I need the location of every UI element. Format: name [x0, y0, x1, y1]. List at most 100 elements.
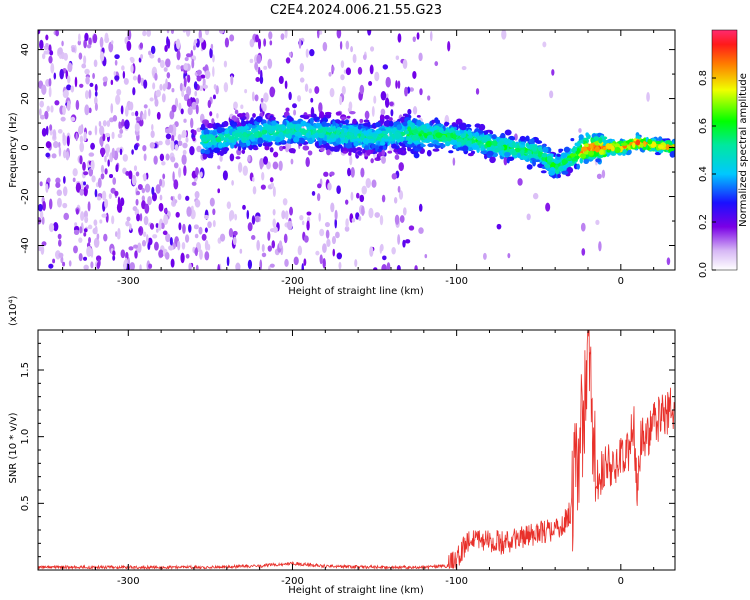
spectrogram-cell	[381, 264, 387, 270]
spectrogram-cell	[319, 228, 325, 237]
spectrogram-cell	[123, 259, 127, 270]
spectrogram-cell	[193, 129, 197, 136]
spectrogram-cell	[136, 242, 142, 253]
spectrogram-cell	[243, 125, 250, 130]
spectrogram-cell	[465, 140, 472, 147]
spectrogram-cell	[404, 86, 408, 97]
spectrogram-cell	[350, 46, 354, 53]
spectrogram-cell	[354, 131, 358, 137]
spectrogram-cell	[414, 265, 418, 270]
spectrogram-cell	[287, 132, 292, 140]
spectrogram-cell	[110, 103, 114, 114]
spectrogram-cell	[360, 167, 365, 178]
spectrogram-cell	[625, 145, 632, 149]
spectrogram-cell	[73, 229, 80, 236]
snr-axes: -300 -200 -100 0 0.5 1.0 1.5	[20, 330, 675, 587]
spectrogram-cell	[398, 190, 404, 200]
spectrogram-cell	[477, 130, 484, 134]
spectrogram-cell	[268, 31, 273, 40]
spectrogram-cell	[407, 146, 412, 152]
spectrogram-cell	[166, 36, 169, 47]
spectrogram-cell	[548, 170, 556, 176]
spectrogram-cell	[601, 169, 606, 179]
spectrogram-cell	[41, 53, 46, 60]
spectrogram-cell	[56, 189, 63, 197]
spectrogram-cell	[236, 113, 244, 118]
spectrogram-cell	[579, 157, 584, 164]
spectrogram-cell	[77, 40, 82, 46]
spectrogram-cell	[427, 143, 435, 148]
spectrogram-cell	[175, 38, 181, 50]
spectrogram-cell	[134, 122, 140, 132]
spectrogram-cell	[397, 80, 401, 89]
spectrogram-cell	[112, 115, 118, 122]
spectrogram-cell	[305, 48, 309, 58]
spectrogram-cell	[38, 108, 42, 116]
spectrogram-cell	[336, 252, 343, 260]
spectrogram-cell	[390, 109, 394, 117]
spectrogram-cell	[459, 123, 467, 131]
spectrogram-cell	[117, 233, 121, 240]
spectrogram-cell	[112, 250, 116, 257]
spectrogram-cell	[110, 79, 114, 85]
spectrogram-cell	[124, 119, 130, 130]
spectrogram-cell	[192, 137, 196, 142]
spectrogram-cell	[614, 146, 621, 154]
spectrogram-cell	[461, 145, 469, 152]
spectrogram-ytick-label: 0	[20, 144, 31, 150]
spectrogram-cell	[263, 38, 267, 47]
spectrogram-cell	[249, 58, 254, 64]
spectrogram-cell	[111, 131, 115, 140]
spectrogram-cell	[207, 244, 211, 251]
spectrogram-cell	[356, 192, 360, 199]
spectrogram-cell	[112, 177, 117, 185]
spectrogram-cell	[257, 66, 261, 75]
spectrogram-cell	[530, 138, 535, 143]
spectrogram-cell	[123, 77, 129, 85]
spectrogram-cell	[84, 216, 89, 224]
spectrogram-cell	[171, 104, 177, 113]
snr-ytick-label: 0.5	[20, 495, 31, 511]
spectrogram-cell	[166, 72, 171, 79]
spectrogram-cell	[60, 116, 66, 122]
spectrogram-cell	[222, 147, 230, 152]
spectrogram-cell	[271, 240, 276, 249]
spectrogram-cell	[119, 148, 123, 156]
spectrogram-cell	[397, 147, 404, 155]
spectrogram-cell	[337, 144, 343, 149]
spectrogram-cell	[317, 183, 322, 189]
spectrogram-cell	[55, 30, 59, 37]
spectrogram-cell	[298, 38, 302, 49]
spectrogram-cell	[595, 158, 601, 163]
spectrogram-cell	[242, 165, 248, 176]
spectrogram-cell	[369, 64, 374, 75]
spectrogram-cell	[57, 47, 63, 55]
spectrogram-cell	[261, 243, 265, 253]
spectrogram-cell	[515, 147, 521, 153]
spectrogram-cell	[402, 59, 408, 70]
spectrogram-cell	[259, 158, 263, 170]
spectrogram-cell	[89, 82, 94, 87]
spectrogram-cell	[99, 36, 104, 48]
spectrogram-cell	[41, 84, 47, 95]
spectrogram-cell	[178, 167, 182, 178]
spectrogram-cell	[202, 78, 206, 86]
spectrogram-cell	[122, 154, 128, 162]
spectrogram-cell	[348, 125, 354, 130]
spectrogram-cell	[426, 131, 433, 135]
spectrogram-cell	[585, 132, 589, 137]
spectrogram-cell	[42, 200, 46, 211]
spectrogram-cell	[142, 145, 147, 152]
spectrogram-cell	[366, 149, 372, 156]
spectrogram-cell	[436, 119, 440, 124]
spectrogram-cell	[107, 159, 110, 167]
spectrogram-cell	[152, 234, 158, 239]
spectrogram-cell	[272, 161, 279, 170]
spectrogram-cell	[341, 85, 346, 95]
spectrogram-cell	[278, 75, 284, 85]
spectrogram-cell	[163, 214, 169, 225]
spectrogram-cell	[155, 228, 159, 233]
spectrogram-cell	[88, 89, 92, 99]
spectrogram-cell	[304, 123, 312, 127]
spectrogram-cell	[475, 88, 480, 95]
